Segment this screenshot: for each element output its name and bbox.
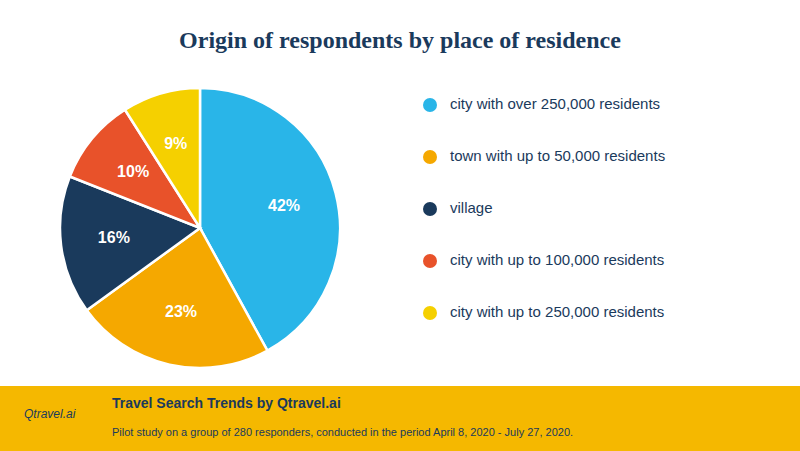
pie-slice: [125, 88, 200, 228]
pie: [60, 88, 340, 368]
legend-item: city with up to 100,000 residents: [423, 251, 664, 268]
legend-label: city with up to 250,000 residents: [450, 303, 664, 320]
data-label: 9%: [164, 135, 187, 152]
legend-swatch: [423, 306, 437, 320]
annotation: Pilot study on a group of 280 responders…: [112, 426, 573, 438]
legend-label: town with up to 50,000 residents: [450, 147, 665, 164]
legend-swatch: [423, 150, 437, 164]
title: Origin of respondents by place of reside…: [179, 27, 621, 53]
footer-background: [0, 386, 800, 451]
legend-item: city with up to 250,000 residents: [423, 303, 664, 320]
annotation: Qtravel.ai: [24, 407, 76, 421]
legend-label: city with up to 100,000 residents: [450, 251, 664, 268]
data-label: 16%: [98, 229, 130, 246]
legend-swatch: [423, 202, 437, 216]
legend-item: village: [423, 199, 493, 216]
annotation: Travel Search Trends by Qtravel.ai: [112, 395, 341, 411]
data-label: 23%: [165, 303, 197, 320]
legend-swatch: [423, 98, 437, 112]
chart: Origin of respondents by place of reside…: [0, 0, 800, 451]
data-label: 42%: [268, 197, 300, 214]
legend-item: city with over 250,000 residents: [423, 95, 660, 112]
data-label: 10%: [117, 163, 149, 180]
legend: city with over 250,000 residents town wit…: [423, 95, 665, 320]
data-labels: 42% 23% 16% 10% 9%: [98, 135, 300, 320]
legend-label: city with over 250,000 residents: [450, 95, 660, 112]
footer: Qtravel.ai Travel Search Trends by Qtrave…: [0, 386, 800, 451]
legend-item: town with up to 50,000 residents: [423, 147, 665, 164]
legend-label: village: [450, 199, 493, 216]
legend-swatch: [423, 254, 437, 268]
